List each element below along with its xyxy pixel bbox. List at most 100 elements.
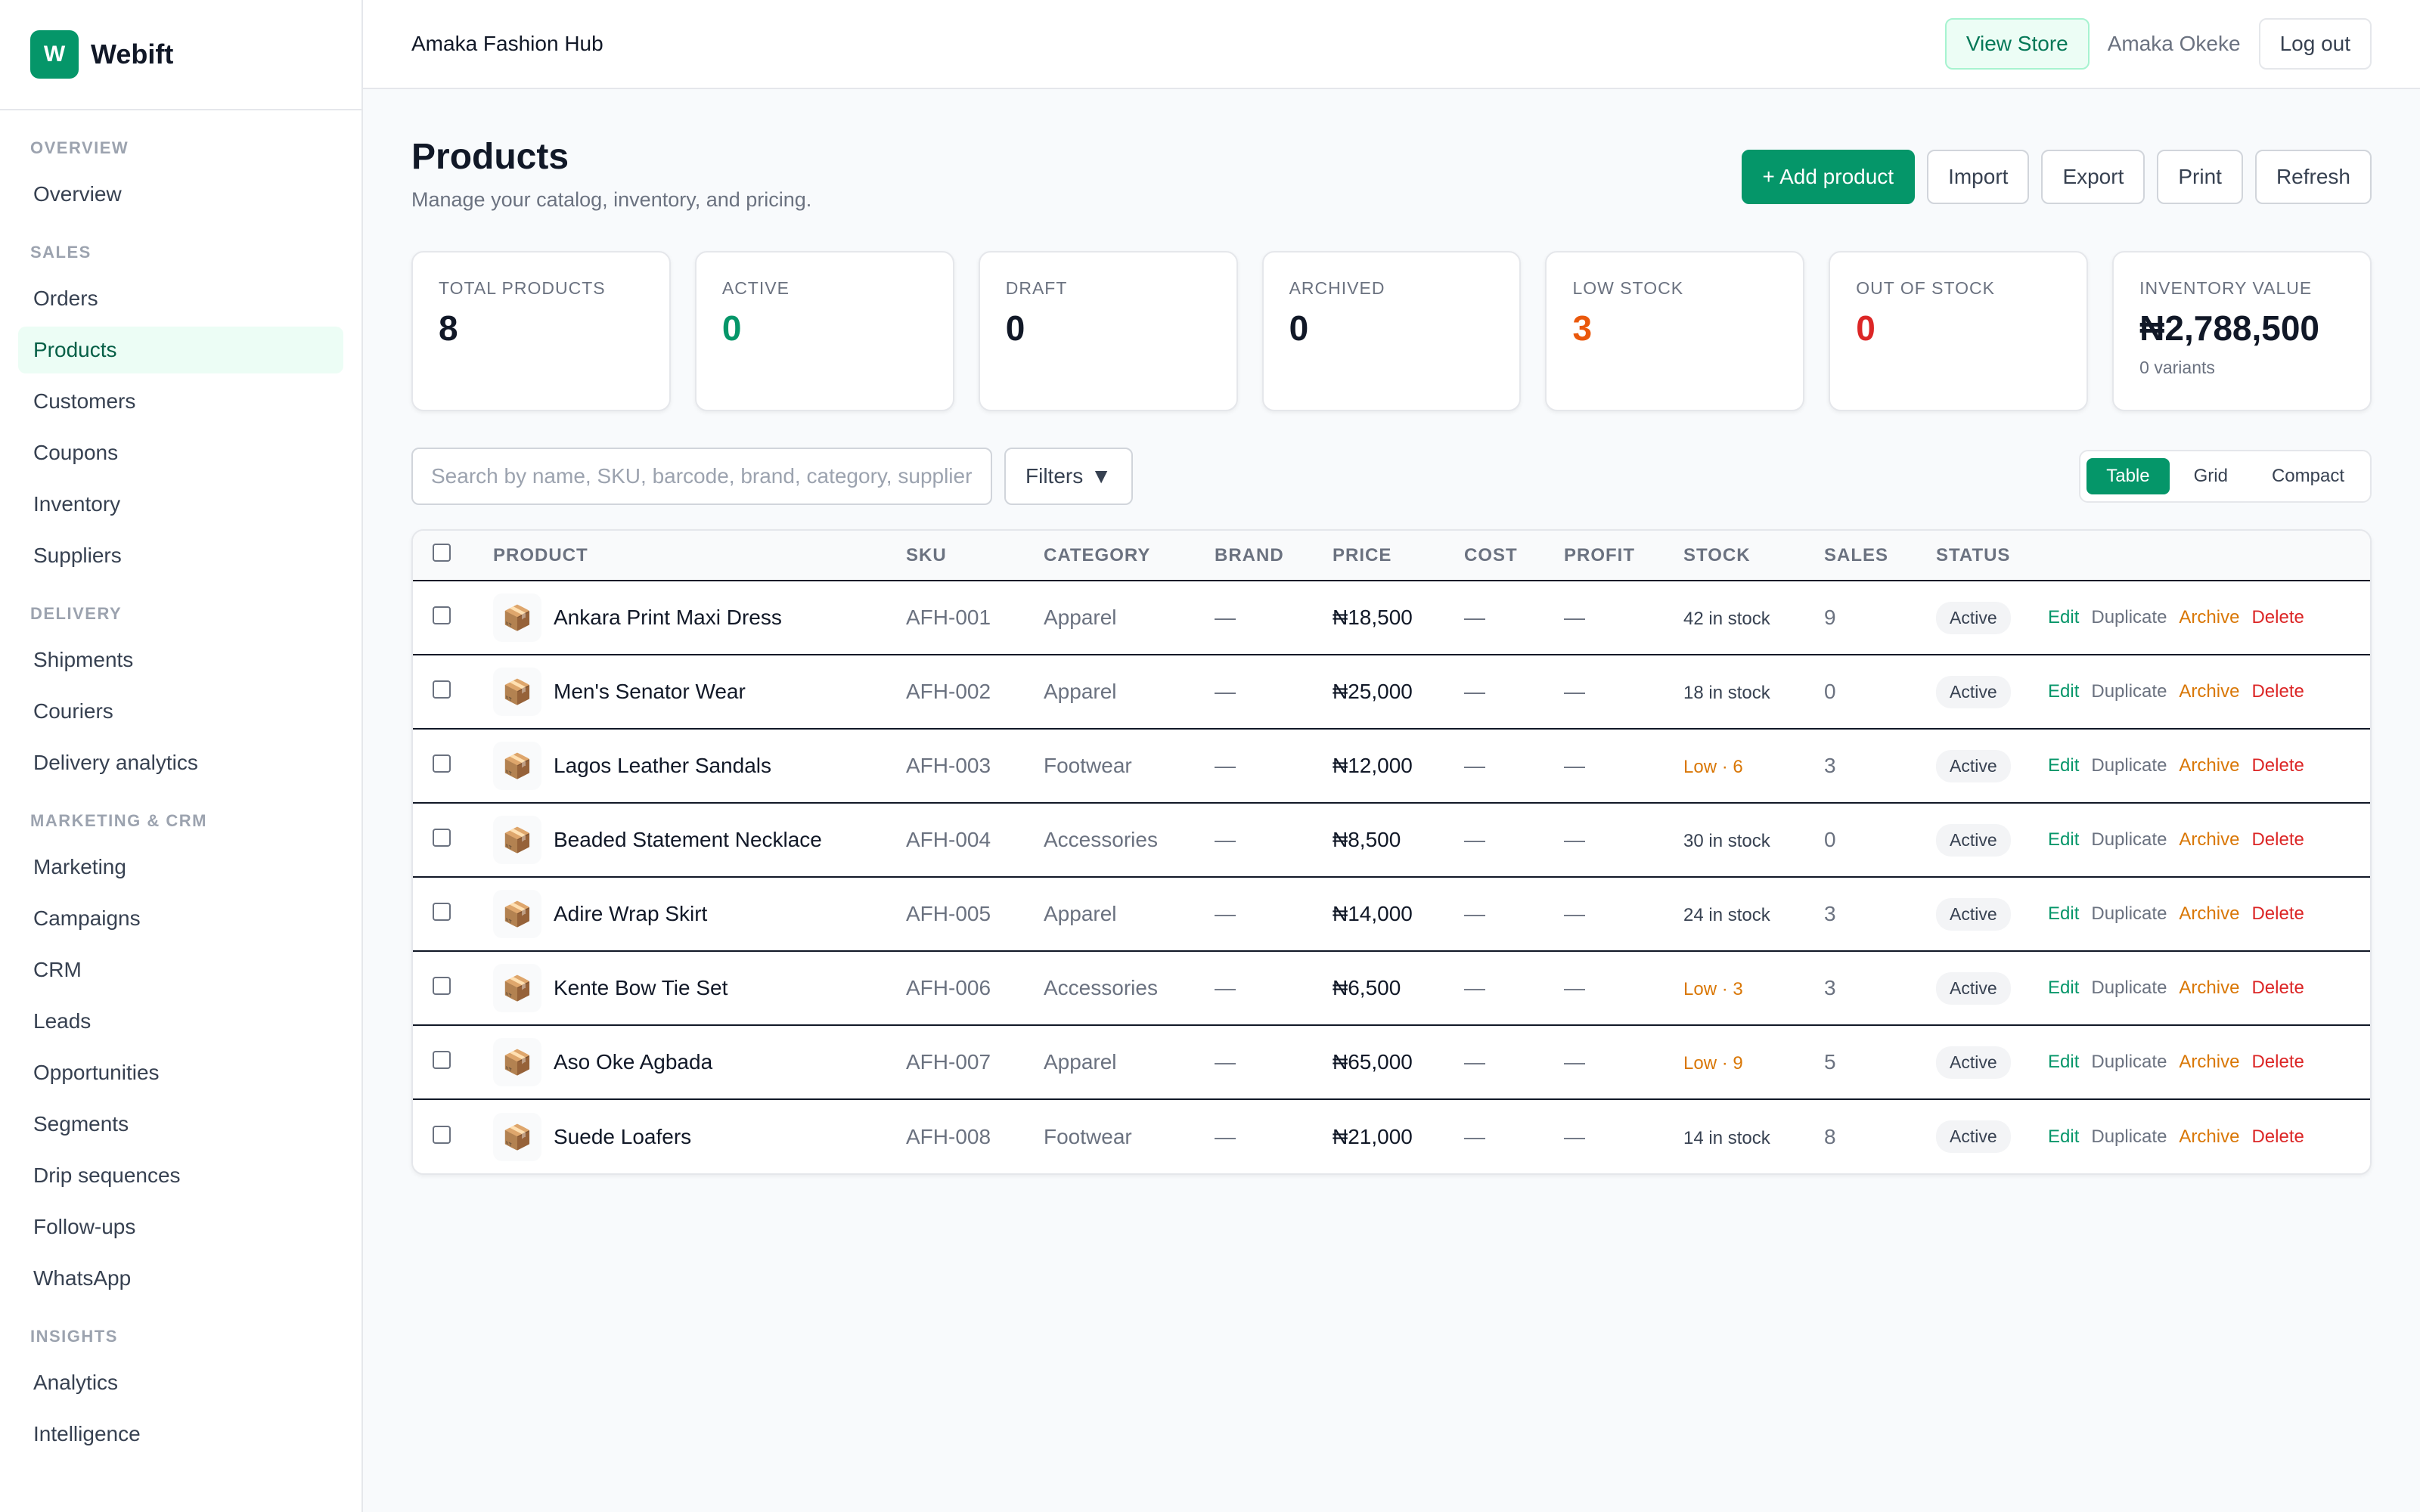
row-checkbox[interactable]: [433, 903, 451, 921]
sidebar-item-coupons[interactable]: Coupons: [33, 441, 119, 464]
view-option-table[interactable]: Table: [2086, 458, 2170, 494]
delete-button[interactable]: Delete: [2251, 681, 2304, 702]
duplicate-button[interactable]: Duplicate: [2091, 903, 2167, 924]
duplicate-button[interactable]: Duplicate: [2091, 755, 2167, 776]
sidebar-item-opportunities[interactable]: Opportunities: [33, 1061, 160, 1084]
sidebar-item-inventory[interactable]: Inventory: [33, 492, 121, 516]
delete-button[interactable]: Delete: [2251, 755, 2304, 776]
brand[interactable]: W Webift: [0, 0, 361, 110]
sidebar-item-marketing[interactable]: Marketing: [33, 855, 126, 878]
archive-button[interactable]: Archive: [2179, 829, 2240, 850]
row-checkbox[interactable]: [433, 977, 451, 995]
duplicate-button[interactable]: Duplicate: [2091, 978, 2167, 998]
column-header-profit[interactable]: PROFIT: [1564, 544, 1635, 565]
column-header-category[interactable]: CATEGORY: [1044, 544, 1151, 565]
column-header-status[interactable]: STATUS: [1936, 544, 2011, 565]
row-checkbox[interactable]: [433, 754, 451, 773]
product-info[interactable]: 📦 Aso Oke Agbada: [493, 1038, 906, 1086]
delete-button[interactable]: Delete: [2251, 978, 2304, 998]
sidebar-item-whatsapp[interactable]: WhatsApp: [33, 1266, 132, 1290]
view-store-button[interactable]: View Store: [1944, 18, 2090, 70]
duplicate-button[interactable]: Duplicate: [2091, 607, 2167, 627]
archive-button[interactable]: Archive: [2179, 681, 2240, 702]
sidebar-item-delivery-analytics[interactable]: Delivery analytics: [33, 751, 198, 774]
archive-button[interactable]: Archive: [2179, 607, 2240, 627]
archive-button[interactable]: Archive: [2179, 978, 2240, 998]
row-checkbox[interactable]: [433, 1125, 451, 1144]
sidebar-item-customers[interactable]: Customers: [33, 389, 136, 413]
product-name[interactable]: Beaded Statement Necklace: [554, 828, 822, 851]
archive-button[interactable]: Archive: [2179, 1126, 2240, 1147]
import-button[interactable]: Import: [1927, 150, 2030, 204]
delete-button[interactable]: Delete: [2251, 1126, 2304, 1147]
product-info[interactable]: 📦 Lagos Leather Sandals: [493, 742, 906, 790]
product-info[interactable]: 📦 Beaded Statement Necklace: [493, 816, 906, 864]
logout-button[interactable]: Log out: [2258, 18, 2372, 70]
row-checkbox[interactable]: [433, 680, 451, 699]
sidebar-item-leads[interactable]: Leads: [33, 1009, 92, 1033]
row-checkbox[interactable]: [433, 1051, 451, 1069]
product-name[interactable]: Men's Senator Wear: [554, 680, 746, 703]
filters-button[interactable]: Filters ▼: [1004, 448, 1133, 505]
column-header-stock[interactable]: STOCK: [1683, 544, 1751, 565]
edit-button[interactable]: Edit: [2048, 1126, 2080, 1147]
view-option-compact[interactable]: Compact: [2271, 466, 2344, 486]
search-input[interactable]: [411, 448, 992, 505]
sidebar-item-overview[interactable]: Overview: [33, 182, 122, 206]
archive-button[interactable]: Archive: [2179, 1052, 2240, 1072]
delete-button[interactable]: Delete: [2251, 829, 2304, 850]
edit-button[interactable]: Edit: [2048, 1052, 2080, 1072]
delete-button[interactable]: Delete: [2251, 1052, 2304, 1072]
select-all-checkbox[interactable]: [433, 544, 451, 562]
print-button[interactable]: Print: [2157, 150, 2243, 204]
sidebar-item-campaigns[interactable]: Campaigns: [33, 906, 141, 930]
row-checkbox[interactable]: [433, 606, 451, 624]
product-name[interactable]: Aso Oke Agbada: [554, 1050, 713, 1074]
column-header-cost[interactable]: COST: [1464, 544, 1518, 565]
sidebar-item-suppliers[interactable]: Suppliers: [33, 544, 122, 567]
sidebar-item-segments[interactable]: Segments: [33, 1112, 129, 1136]
delete-button[interactable]: Delete: [2251, 607, 2304, 627]
column-header-price[interactable]: PRICE: [1333, 544, 1392, 565]
refresh-button[interactable]: Refresh: [2254, 150, 2372, 204]
sidebar-item-crm[interactable]: CRM: [33, 958, 82, 981]
sidebar-item-products[interactable]: Products: [18, 327, 343, 373]
row-checkbox[interactable]: [433, 829, 451, 847]
duplicate-button[interactable]: Duplicate: [2091, 681, 2167, 702]
sidebar-item-shipments[interactable]: Shipments: [33, 648, 134, 671]
sidebar-item-couriers[interactable]: Couriers: [33, 699, 113, 723]
column-header-brand[interactable]: BRAND: [1215, 544, 1284, 565]
view-option-grid[interactable]: Grid: [2193, 466, 2228, 486]
sidebar-item-orders[interactable]: Orders: [33, 287, 98, 310]
product-info[interactable]: 📦 Adire Wrap Skirt: [493, 890, 906, 938]
archive-button[interactable]: Archive: [2179, 755, 2240, 776]
edit-button[interactable]: Edit: [2048, 607, 2080, 627]
product-name[interactable]: Lagos Leather Sandals: [554, 754, 771, 777]
edit-button[interactable]: Edit: [2048, 978, 2080, 998]
sidebar-item-drip-sequences[interactable]: Drip sequences: [33, 1163, 181, 1187]
duplicate-button[interactable]: Duplicate: [2091, 1126, 2167, 1147]
product-info[interactable]: 📦 Kente Bow Tie Set: [493, 964, 906, 1012]
product-name[interactable]: Ankara Print Maxi Dress: [554, 606, 782, 629]
column-header-sales[interactable]: SALES: [1824, 544, 1889, 565]
export-button[interactable]: Export: [2041, 150, 2145, 204]
edit-button[interactable]: Edit: [2048, 903, 2080, 924]
product-info[interactable]: 📦 Suede Loafers: [493, 1112, 906, 1161]
sidebar-item-intelligence[interactable]: Intelligence: [33, 1422, 141, 1445]
product-name[interactable]: Adire Wrap Skirt: [554, 902, 708, 925]
product-info[interactable]: 📦 Men's Senator Wear: [493, 668, 906, 716]
edit-button[interactable]: Edit: [2048, 755, 2080, 776]
archive-button[interactable]: Archive: [2179, 903, 2240, 924]
column-header-sku[interactable]: SKU: [906, 544, 947, 565]
product-name[interactable]: Suede Loafers: [554, 1124, 692, 1148]
sidebar-item-follow-ups[interactable]: Follow-ups: [33, 1215, 136, 1238]
column-header-product[interactable]: PRODUCT: [493, 544, 588, 565]
add-product-button[interactable]: + Add product: [1741, 150, 1916, 204]
duplicate-button[interactable]: Duplicate: [2091, 829, 2167, 850]
edit-button[interactable]: Edit: [2048, 681, 2080, 702]
duplicate-button[interactable]: Duplicate: [2091, 1052, 2167, 1072]
product-name[interactable]: Kente Bow Tie Set: [554, 976, 728, 999]
edit-button[interactable]: Edit: [2048, 829, 2080, 850]
product-info[interactable]: 📦 Ankara Print Maxi Dress: [493, 593, 906, 642]
delete-button[interactable]: Delete: [2251, 903, 2304, 924]
